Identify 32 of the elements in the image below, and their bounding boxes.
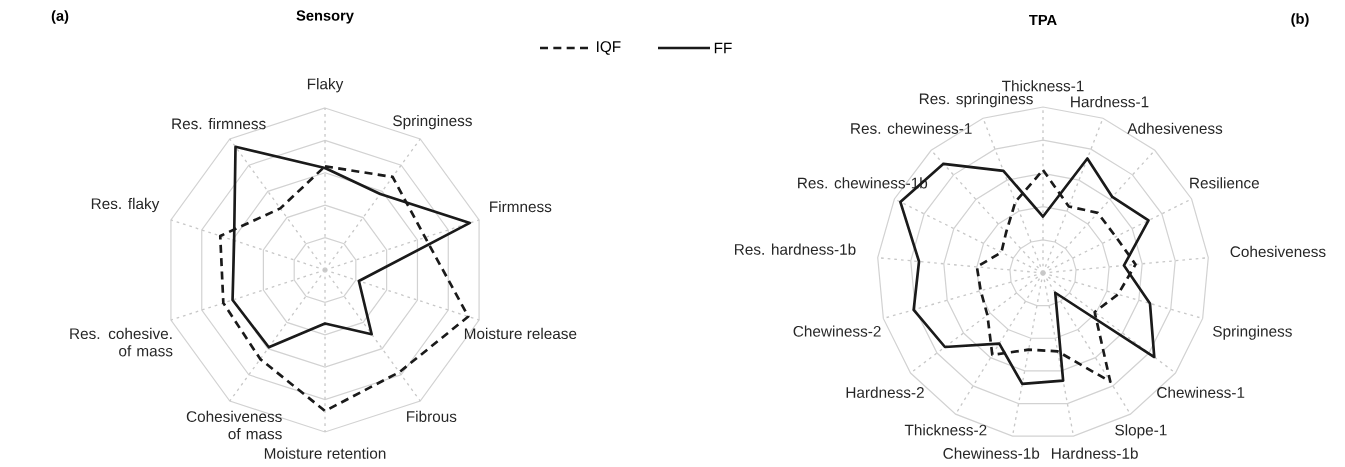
spoke-label: Springiness: [393, 114, 472, 130]
spoke-label: Hardness-2: [846, 386, 924, 398]
spoke-label: Res. chewiness-1: [851, 122, 972, 134]
spoke-label: Moisture retention: [264, 447, 386, 459]
chart-title: TPA: [1029, 14, 1057, 26]
spoke-label: Firmness: [490, 200, 552, 213]
spoke-label: Res. springiness: [919, 92, 1033, 108]
spoke-label: Res. flaky: [91, 197, 160, 213]
spoke-label: Res. firmness: [172, 117, 266, 130]
spoke-label: Hardness-1: [1071, 96, 1149, 108]
spoke-label: Chewiness-2: [793, 325, 881, 337]
spoke-label: Cohesiveness of mass: [186, 410, 282, 440]
text: (b): [1291, 13, 1309, 27]
spoke-label: Fibrous: [407, 410, 457, 422]
spoke-label: Slope-1: [1115, 424, 1167, 439]
text: (a): [51, 10, 69, 24]
spoke-label: Flaky: [307, 78, 344, 93]
spoke-label: Adhesiveness: [1127, 122, 1223, 134]
spoke-label: Resilience: [1190, 177, 1259, 189]
spoke-label: Cohesiveness: [1230, 245, 1326, 258]
spoke-label: Hardness-1b: [1051, 447, 1138, 459]
spoke-label: Thickness-1: [1002, 80, 1084, 92]
spoke-label: Res. hardness-1b: [735, 243, 856, 255]
legend-label: IQF: [597, 41, 621, 55]
spoke-label: Chewiness-1: [1157, 386, 1245, 398]
spoke-label: Thickness-2: [904, 424, 987, 436]
chart-title: Sensory: [296, 10, 354, 24]
spoke-label: Moisture release: [464, 327, 577, 340]
spoke-label: Springiness: [1213, 325, 1292, 340]
spoke-label: Res. cohesive. of mass: [70, 327, 173, 357]
spoke-label: Chewiness-1b: [943, 447, 1040, 459]
legend-label: FF: [714, 42, 732, 54]
